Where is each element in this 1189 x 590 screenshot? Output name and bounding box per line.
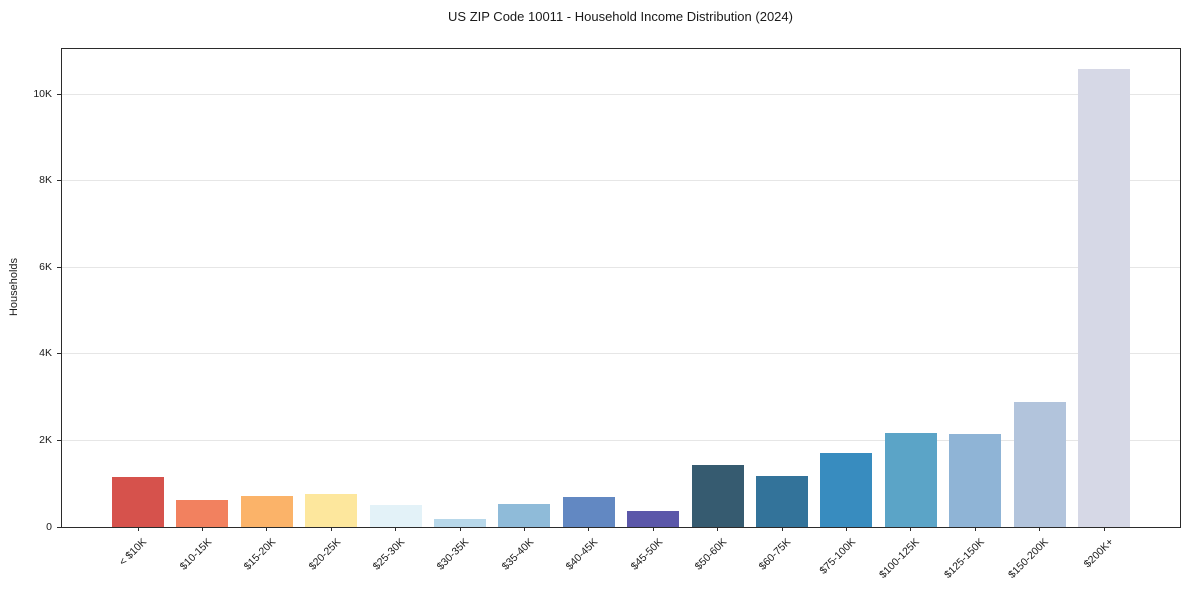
y-tick-label: 0 — [46, 520, 52, 533]
gridline — [62, 180, 1180, 182]
x-tick — [910, 527, 912, 531]
plot-area: 0 2K 4K 6K 8K 10K < $10K $10-15K $15-20K $20-25K $… — [33, 48, 1181, 581]
bar-8 — [627, 511, 680, 527]
x-tick — [459, 527, 461, 531]
bar-1 — [176, 500, 229, 527]
x-tick — [137, 527, 139, 531]
x-tick-label: $125-150K — [941, 536, 987, 581]
x-tick-label: $10-15K — [177, 536, 214, 573]
y-tick — [57, 266, 61, 268]
y-tick — [57, 180, 61, 182]
y-tick-label: 6K — [39, 260, 52, 273]
x-tick-label: $40-45K — [563, 536, 601, 573]
x-tick-label: $75-100K — [817, 536, 858, 577]
y-tick-label: 4K — [39, 347, 52, 360]
gridline — [62, 353, 1180, 355]
bar-13 — [949, 433, 1002, 527]
x-tick-label: $200K+ — [1081, 536, 1116, 571]
x-tick — [588, 527, 590, 531]
bar-14 — [1013, 401, 1066, 527]
x-tick-label: < $10K — [117, 536, 150, 569]
y-tick-label: 10K — [33, 87, 52, 100]
x-tick — [1039, 527, 1041, 531]
x-tick — [781, 527, 783, 531]
x-tick — [845, 527, 847, 531]
bar-12 — [884, 432, 937, 527]
bar-9 — [691, 464, 744, 527]
x-tick-label: $20-25K — [306, 536, 343, 573]
bar-0 — [112, 477, 164, 527]
x-tick — [266, 527, 268, 531]
bar-11 — [820, 453, 873, 527]
x-tick-label: $45-50K — [628, 536, 665, 573]
bar-10 — [756, 476, 808, 527]
x-tick — [1103, 527, 1105, 531]
x-tick — [717, 527, 719, 531]
bar-2 — [240, 496, 293, 527]
x-tick — [395, 527, 397, 531]
gridline — [62, 439, 1180, 441]
gridline — [62, 93, 1180, 95]
x-tick-label: $150-200K — [1006, 536, 1052, 581]
y-tick-label: 2K — [39, 433, 52, 446]
y-tick — [57, 526, 61, 528]
x-tick-label: $60-75K — [756, 536, 794, 573]
bar-3 — [305, 493, 358, 527]
y-tick — [57, 439, 61, 441]
gridline — [62, 266, 1180, 268]
x-tick-label: $15-20K — [241, 536, 279, 573]
x-tick-label: $35-40K — [499, 536, 536, 573]
x-tick-label: $50-60K — [692, 536, 730, 573]
chart-title: US ZIP Code 10011 - Household Income Dis… — [448, 9, 793, 24]
y-axis-label: Households — [8, 257, 20, 317]
y-tick — [57, 353, 61, 355]
x-tick — [652, 527, 654, 531]
x-tick — [330, 527, 332, 531]
x-tick-label: $30-35K — [434, 536, 472, 573]
bar-6 — [498, 504, 551, 527]
bar-4 — [369, 505, 422, 527]
y-tick-label: 8K — [39, 174, 52, 187]
x-tick — [201, 527, 203, 531]
x-tick-label: $100-125K — [877, 536, 923, 581]
bar-15 — [1078, 69, 1130, 527]
y-tick — [57, 93, 61, 95]
bar-7 — [562, 497, 615, 527]
x-tick — [974, 527, 976, 531]
x-tick-label: $25-30K — [370, 536, 408, 573]
bar-5 — [434, 518, 486, 527]
x-tick — [523, 527, 525, 531]
